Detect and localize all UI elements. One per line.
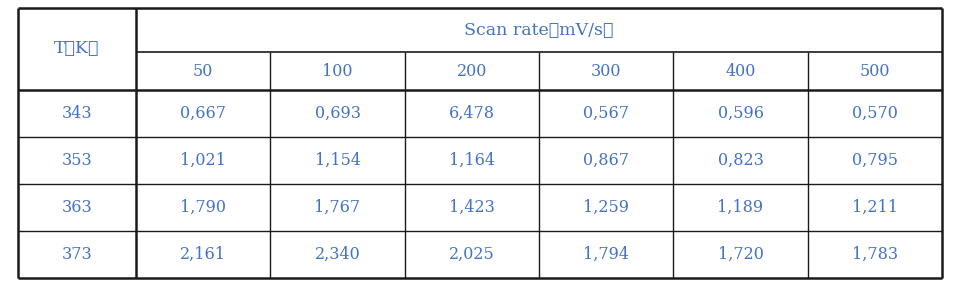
Text: 0,570: 0,570 [852,105,898,122]
Text: 0,795: 0,795 [852,152,898,169]
Text: 1,189: 1,189 [717,199,764,216]
Text: 500: 500 [860,63,890,79]
Text: Scan rate（mV/s）: Scan rate（mV/s） [464,22,614,38]
Text: 1,154: 1,154 [314,152,360,169]
Text: 363: 363 [62,199,93,216]
Text: 6,478: 6,478 [449,105,495,122]
Text: 2,025: 2,025 [449,246,495,263]
Text: 373: 373 [62,246,93,263]
Text: 1,790: 1,790 [180,199,226,216]
Text: 300: 300 [591,63,622,79]
Text: 1,423: 1,423 [449,199,495,216]
Text: 0,693: 0,693 [314,105,360,122]
Text: 100: 100 [322,63,352,79]
Text: 343: 343 [62,105,93,122]
Text: T（K）: T（K） [54,40,99,57]
Text: 50: 50 [193,63,213,79]
Text: 1,767: 1,767 [314,199,361,216]
Text: 1,021: 1,021 [180,152,226,169]
Text: 353: 353 [62,152,93,169]
Text: 1,783: 1,783 [852,246,898,263]
Text: 0,667: 0,667 [180,105,226,122]
Text: 2,161: 2,161 [180,246,226,263]
Text: 0,823: 0,823 [717,152,763,169]
Text: 0,867: 0,867 [584,152,629,169]
Text: 1,794: 1,794 [584,246,629,263]
Text: 0,567: 0,567 [584,105,629,122]
Text: 1,259: 1,259 [584,199,629,216]
Text: 0,596: 0,596 [717,105,763,122]
Text: 2,340: 2,340 [314,246,360,263]
Text: 1,720: 1,720 [717,246,763,263]
Text: 200: 200 [456,63,487,79]
Text: 400: 400 [725,63,755,79]
Text: 1,211: 1,211 [852,199,898,216]
Text: 1,164: 1,164 [449,152,495,169]
